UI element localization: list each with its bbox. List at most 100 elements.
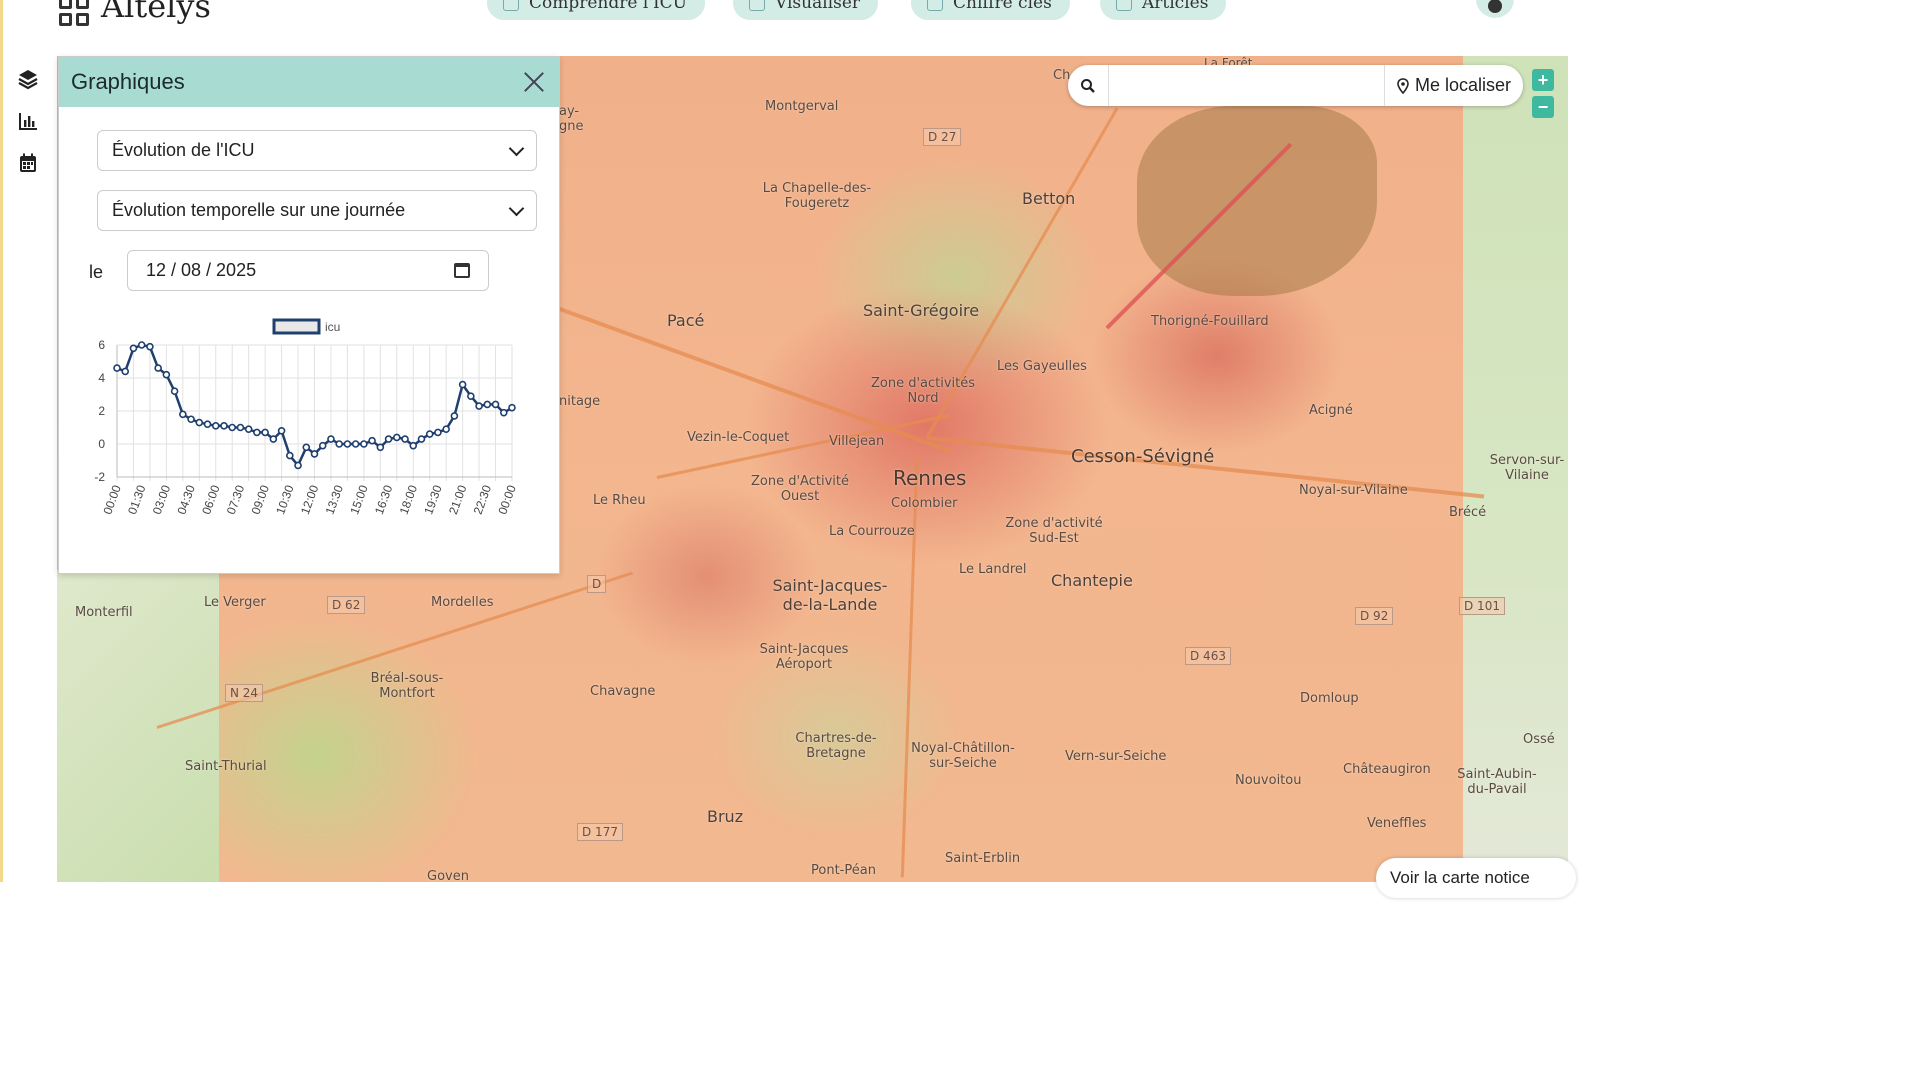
zoom-out-button[interactable]: − (1532, 96, 1554, 118)
x-tick-label: 04:30 (174, 483, 198, 516)
data-point (113, 364, 121, 372)
x-tick-label: 19:30 (421, 483, 445, 516)
map-place-label: Colombier (891, 496, 958, 511)
locate-me-button[interactable]: Me localiser (1383, 65, 1523, 106)
indicator-select-value: Évolution de l'ICU (112, 140, 255, 160)
map-place-label: Bréal-sous-Montfort (370, 671, 444, 701)
road-number-label: D (587, 575, 607, 593)
date-input[interactable]: 12 / 08 / 2025 (127, 250, 489, 291)
search-button[interactable] (1068, 65, 1109, 106)
map-place-label: Chantepie (1051, 571, 1133, 590)
logo-grid-icon (59, 0, 89, 26)
date-label: le (89, 262, 104, 282)
panel-title: Graphiques (71, 69, 185, 94)
data-point (450, 412, 459, 420)
data-point (211, 422, 220, 430)
data-point (434, 428, 442, 437)
map-place-label: Zone d'activités Nord (870, 376, 976, 406)
data-point (154, 364, 162, 372)
nav-visualiser[interactable]: Visualiser (733, 0, 879, 20)
nav-chiffres[interactable]: Chiffre clés (911, 0, 1070, 20)
map-place-label: Les Gayeulles (997, 359, 1087, 374)
data-point (392, 433, 401, 442)
graphs-panel: Graphiques Évolution de l'ICU Évolution … (58, 56, 560, 574)
road-number-label: D 177 (577, 823, 623, 841)
map-place-label: Noyal-sur-Vilaine (1299, 483, 1408, 498)
layers-icon[interactable] (17, 68, 39, 90)
map-outside-area (57, 570, 219, 882)
map-notice-button[interactable]: Voir la carte notice (1376, 858, 1576, 898)
map-place-label: Domloup (1300, 691, 1359, 706)
language-button[interactable] (1476, 0, 1514, 18)
data-point (203, 420, 212, 428)
map-place-label: Monterfil (75, 605, 133, 620)
x-tick-label: 00:00 (495, 483, 519, 516)
map-place-label: ay-gne (559, 104, 584, 134)
road-number-label: N 24 (225, 684, 264, 702)
x-tick-label: 10:30 (273, 483, 297, 516)
forest-area (1137, 106, 1377, 296)
data-point (368, 436, 376, 445)
map-place-label: Ch (1053, 68, 1071, 83)
data-point (302, 443, 311, 452)
data-point (162, 370, 171, 379)
mode-select[interactable]: Évolution temporelle sur une journée (97, 190, 537, 231)
close-icon[interactable] (523, 71, 545, 93)
x-tick-label: 21:00 (446, 483, 470, 516)
data-point (195, 418, 204, 427)
x-tick-label: 03:00 (150, 483, 174, 516)
x-tick-label: 15:00 (347, 483, 371, 516)
data-point (121, 367, 130, 376)
map-place-label: Le Rheu (593, 493, 646, 508)
map-road (900, 457, 919, 878)
data-point (286, 451, 294, 460)
left-accent-stripe (0, 0, 3, 882)
x-tick-label: 01:30 (125, 483, 149, 516)
nav-label: Comprendre l'ICU (529, 0, 688, 13)
x-tick-label: 09:00 (249, 483, 273, 516)
map-place-label: Goven (427, 869, 469, 882)
map-place-label: La Courrouze (829, 524, 915, 539)
map-place-label: Nouvoitou (1235, 773, 1302, 788)
y-tick-label: 2 (98, 404, 105, 418)
chevron-down-icon (508, 200, 525, 216)
map-place-label: Chavagne (590, 684, 656, 699)
map-place-label: Saint-Erblin (945, 851, 1021, 866)
data-point (442, 425, 450, 433)
indicator-select[interactable]: Évolution de l'ICU (97, 130, 537, 171)
map-place-label: Zone d'activité Sud-Est (1005, 516, 1103, 546)
document-icon (1116, 0, 1132, 11)
map-place-label: Montgerval (765, 99, 839, 114)
app-logo[interactable]: Altelys (59, 0, 211, 26)
data-point (187, 415, 195, 424)
nav-comprendre[interactable]: Comprendre l'ICU (487, 0, 706, 20)
zoom-in-button[interactable]: + (1532, 69, 1554, 91)
map-place-label: Saint-Aubin-du-Pavail (1457, 767, 1537, 797)
map-place-label: Servon-sur-Vilaine (1489, 453, 1565, 483)
map-place-label: Pont-Péan (811, 863, 876, 878)
calendar-icon[interactable] (17, 152, 39, 174)
data-point (467, 392, 475, 400)
data-point (458, 380, 467, 389)
search-input[interactable] (1109, 67, 1384, 104)
map-place-label: Châteaugiron (1343, 762, 1431, 777)
map-place-label: Mordelles (431, 595, 494, 610)
data-point (327, 435, 335, 443)
nav-label: Articles (1142, 0, 1209, 13)
data-point (277, 427, 286, 435)
calendar-icon[interactable] (454, 263, 470, 278)
map-place-label: Noyal-Châtillon-sur-Seiche (911, 741, 1015, 771)
data-point (253, 428, 261, 437)
x-tick-label: 07:30 (224, 483, 248, 516)
data-point (491, 400, 500, 409)
nav-articles[interactable]: Articles (1100, 0, 1227, 20)
lightbulb-icon (503, 0, 519, 11)
data-point (310, 450, 319, 458)
y-tick-label: 6 (98, 338, 105, 352)
map-place-label: Ossé (1523, 732, 1555, 747)
chart-bar-icon[interactable] (17, 110, 39, 132)
data-point (228, 423, 237, 432)
data-point (244, 425, 253, 433)
map-place-label: Bruz (707, 807, 744, 826)
